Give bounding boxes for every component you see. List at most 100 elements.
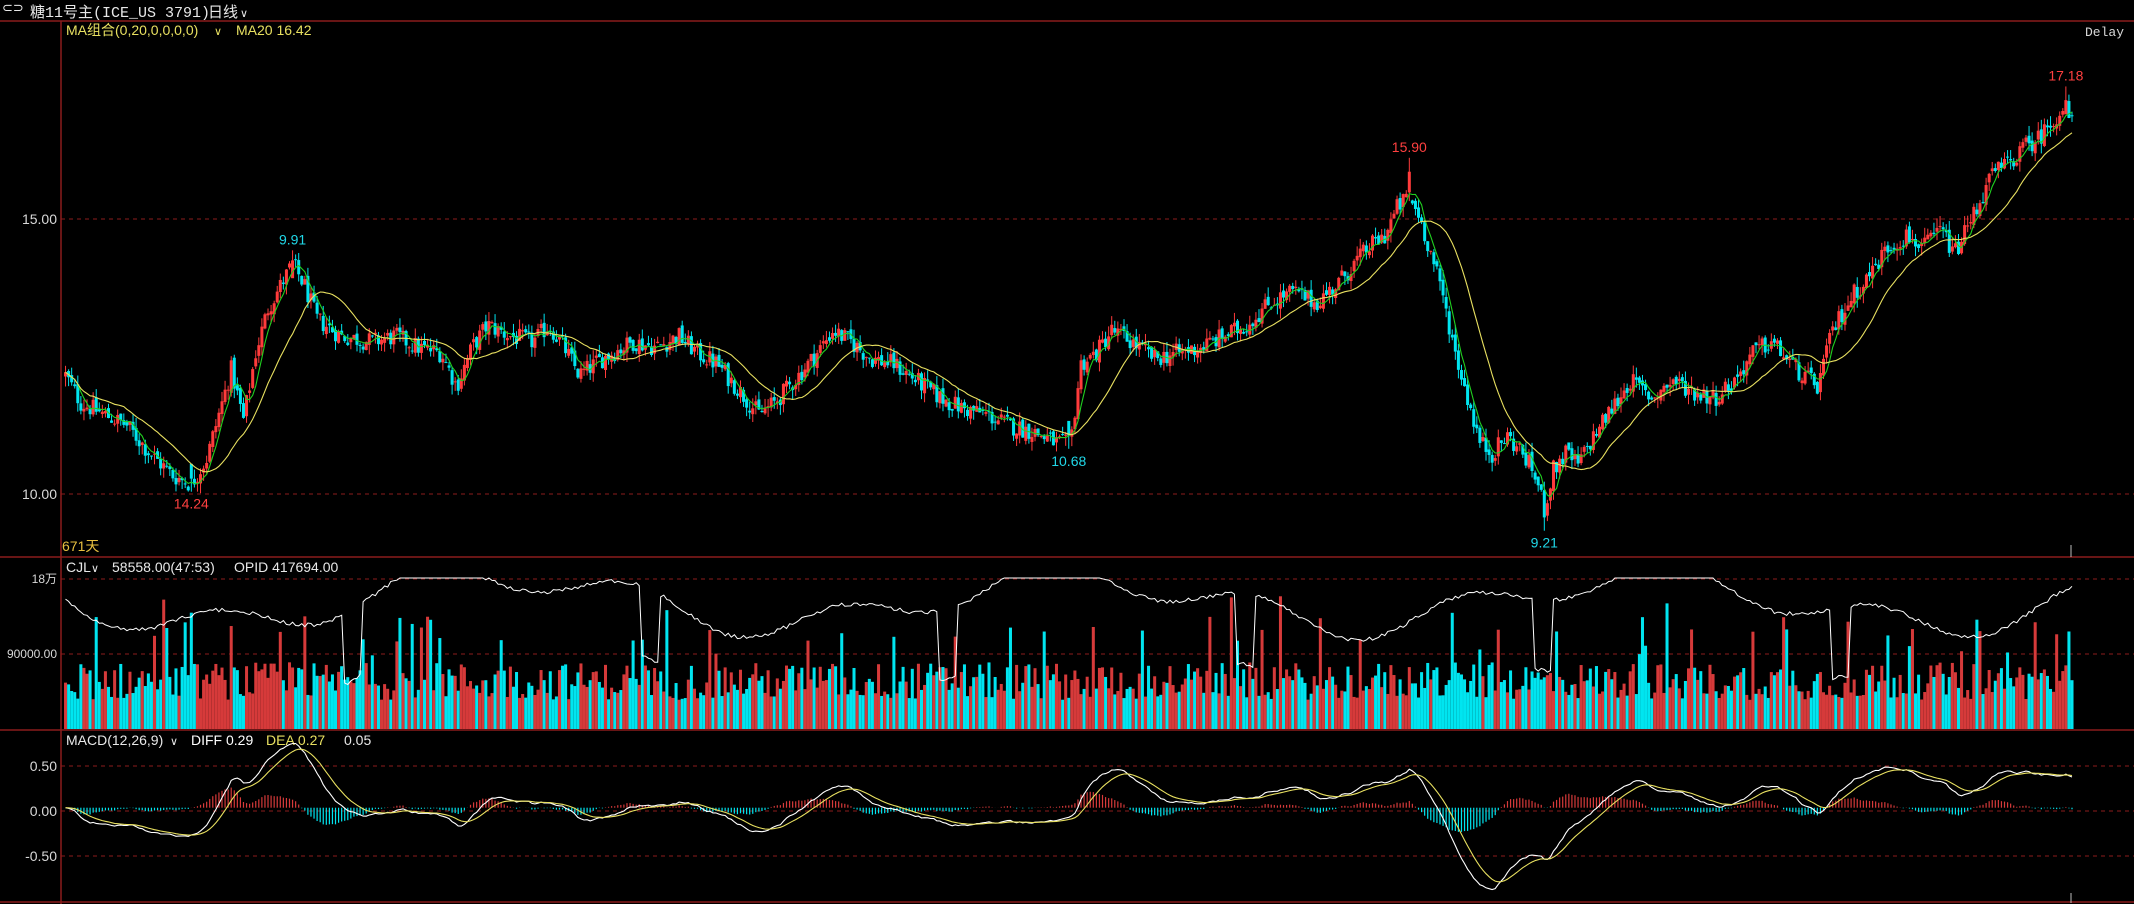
- bars-count-label: 671天: [62, 538, 99, 554]
- volume-bar: [680, 698, 684, 729]
- volume-bar: [1091, 626, 1095, 729]
- volume-bar: [873, 693, 877, 729]
- candle-body: [1315, 300, 1319, 311]
- candle-body: [788, 381, 792, 385]
- chevron-down-icon[interactable]: ∨: [214, 26, 222, 38]
- volume-bar: [628, 678, 632, 729]
- volume-bar: [2042, 669, 2046, 729]
- candle-body: [1969, 222, 1973, 224]
- volume-bar: [1999, 668, 2003, 729]
- volume-bar: [1656, 665, 1660, 729]
- volume-bar: [493, 674, 497, 729]
- candle-body: [689, 336, 693, 355]
- candle-body: [680, 325, 684, 343]
- volume-bar: [1806, 690, 1810, 729]
- volume-bar: [867, 678, 871, 729]
- volume-bar: [373, 683, 377, 729]
- volume-bar: [757, 680, 761, 729]
- volume-bar: [1432, 670, 1436, 729]
- candle-body: [2036, 130, 2040, 140]
- volume-bar: [923, 684, 927, 729]
- candle-body: [1674, 376, 1678, 385]
- volume-bar: [944, 668, 948, 729]
- volume-bar: [499, 640, 503, 729]
- instrument-title[interactable]: 糖11号主(ICE_US 3791): [30, 5, 211, 22]
- candle-body: [208, 443, 212, 462]
- volume-bar: [557, 670, 561, 729]
- volume-bar: [1751, 631, 1755, 729]
- volume-bar: [100, 688, 104, 729]
- volume-bar: [315, 675, 319, 729]
- volume-bar: [613, 692, 617, 729]
- candle-body: [542, 322, 546, 338]
- opid-label: OPID 417694.00: [234, 559, 339, 575]
- volume-bar: [852, 667, 856, 729]
- volume-bar: [1877, 681, 1881, 729]
- volume-bar: [1058, 681, 1062, 729]
- volume-bar: [343, 679, 347, 729]
- volume-bar: [2024, 699, 2028, 729]
- candle-body: [1628, 388, 1632, 391]
- candle-body: [1404, 193, 1408, 198]
- candle-body: [800, 371, 804, 381]
- candle-body: [941, 388, 945, 404]
- candle-body: [524, 329, 528, 333]
- macd-label[interactable]: MACD(12,26,9): [66, 732, 163, 748]
- volume-bar: [404, 678, 408, 729]
- volume-bar: [1644, 645, 1648, 729]
- volume-bar: [1490, 662, 1494, 729]
- candle-body: [79, 403, 83, 411]
- volume-bar: [1984, 688, 1988, 729]
- volume-bar: [619, 690, 623, 729]
- volume-bar: [849, 689, 853, 729]
- candle-body: [904, 370, 908, 376]
- volume-bar: [1831, 695, 1835, 729]
- candle-body: [156, 451, 160, 459]
- volume-bar: [1235, 640, 1240, 729]
- volume-bar: [1782, 617, 1786, 729]
- volume-bar: [245, 666, 249, 729]
- volume-bar: [1935, 665, 1939, 729]
- volume-bar: [959, 672, 963, 729]
- chevron-down-icon[interactable]: ∨: [91, 563, 99, 575]
- volume-bar: [536, 689, 540, 729]
- volume-bar: [521, 693, 525, 729]
- candle-body: [2012, 161, 2016, 167]
- volume-bar: [1797, 691, 1801, 729]
- candle-body: [1131, 339, 1135, 347]
- volume-bar: [1785, 629, 1789, 729]
- volume-bar: [1990, 692, 1994, 729]
- volume-bar: [263, 663, 267, 729]
- candle-body: [1370, 235, 1375, 251]
- volume-bar: [1637, 654, 1641, 729]
- link-icon[interactable]: ⊂⊃: [2, 0, 24, 15]
- candle-body: [73, 384, 77, 387]
- candle-body: [383, 338, 387, 343]
- candle-body: [1564, 445, 1568, 463]
- volume-bar: [1232, 678, 1236, 729]
- volume-bar: [1883, 680, 1887, 729]
- chevron-down-icon[interactable]: ∨: [170, 736, 178, 748]
- volume-bar: [941, 666, 945, 729]
- candle-body: [1978, 203, 1982, 217]
- candle-body: [1524, 452, 1528, 466]
- volume-bar: [1634, 694, 1638, 729]
- ma-combo-label[interactable]: MA组合(0,20,0,0,0,0): [66, 22, 198, 38]
- volume-bar: [981, 673, 985, 729]
- volume-bar: [152, 635, 157, 729]
- candle-body: [349, 338, 353, 343]
- candle-body: [588, 364, 592, 373]
- candle-body: [1493, 458, 1497, 461]
- volume-bar: [1220, 663, 1224, 729]
- candle-body: [122, 420, 126, 425]
- period-selector[interactable]: 日线 ∨: [208, 1, 248, 22]
- cjl-label[interactable]: CJL: [66, 559, 91, 575]
- volume-bar: [1085, 676, 1089, 729]
- volume-bar: [1312, 676, 1316, 729]
- volume-bar: [803, 689, 807, 729]
- volume-bar: [456, 690, 460, 729]
- volume-bar: [376, 685, 380, 729]
- volume-bar: [2018, 667, 2022, 729]
- candle-body: [932, 383, 936, 390]
